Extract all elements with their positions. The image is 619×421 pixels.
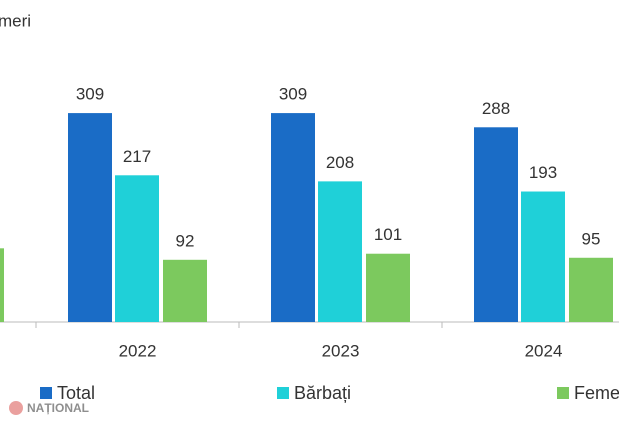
value-label: 288 bbox=[482, 99, 510, 118]
bar bbox=[521, 191, 565, 322]
value-label: 193 bbox=[529, 163, 557, 182]
value-label: 217 bbox=[123, 147, 151, 166]
value-label: 309 bbox=[279, 85, 307, 104]
value-label: 92 bbox=[176, 231, 195, 250]
legend-swatch bbox=[557, 387, 569, 399]
legend-label: Bărbați bbox=[294, 383, 351, 403]
bar bbox=[569, 257, 613, 322]
bar bbox=[271, 113, 315, 322]
bar bbox=[474, 127, 518, 322]
chart-subtitle: meri bbox=[0, 11, 31, 30]
legend-label: Femei bbox=[574, 383, 619, 403]
bar bbox=[163, 259, 207, 322]
x-tick-label: 2023 bbox=[322, 341, 360, 360]
legend-swatch bbox=[40, 387, 52, 399]
watermark: NAȚIONAL bbox=[9, 401, 89, 415]
bar bbox=[0, 248, 4, 322]
value-label: 208 bbox=[326, 153, 354, 172]
bar bbox=[366, 253, 410, 322]
value-label: 101 bbox=[374, 225, 402, 244]
bar bbox=[318, 181, 362, 322]
x-tick-label: 2022 bbox=[119, 341, 157, 360]
value-label: 309 bbox=[76, 85, 104, 104]
legend-swatch bbox=[277, 387, 289, 399]
bar bbox=[68, 113, 112, 322]
x-tick-label: 2024 bbox=[525, 341, 563, 360]
watermark-text: NAȚIONAL bbox=[27, 401, 89, 415]
legend-label: Total bbox=[57, 383, 95, 403]
value-label: 95 bbox=[582, 229, 601, 248]
bar bbox=[115, 175, 159, 322]
watermark-icon bbox=[9, 401, 23, 415]
